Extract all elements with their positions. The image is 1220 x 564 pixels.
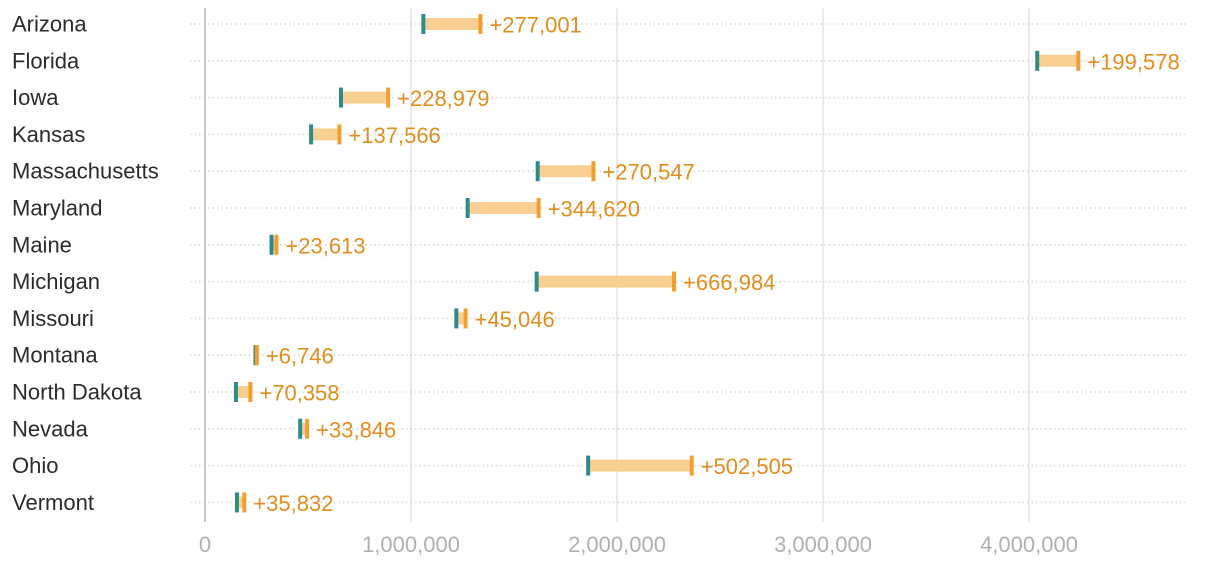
end-marker xyxy=(337,124,342,145)
end-marker xyxy=(591,161,596,182)
end-marker xyxy=(305,418,310,439)
end-marker xyxy=(1076,50,1081,71)
category-label: Kansas xyxy=(12,122,85,147)
category-label: Montana xyxy=(12,343,98,368)
change-bar xyxy=(340,91,389,104)
x-tick-label: 4,000,000 xyxy=(980,532,1078,557)
change-bar xyxy=(537,165,594,178)
row-nevada: Nevada +33,846 xyxy=(12,416,1186,442)
delta-label: +270,547 xyxy=(602,160,694,185)
row-massachusetts: Massachusetts +270,547 xyxy=(12,159,1186,185)
category-label: Nevada xyxy=(12,416,89,441)
delta-label: +33,846 xyxy=(316,417,396,442)
row-arizona: Arizona +277,001 xyxy=(12,12,1186,38)
row-kansas: Kansas +137,566 xyxy=(12,122,1186,148)
category-label: Vermont xyxy=(12,490,94,515)
change-bar xyxy=(588,459,692,472)
delta-label: +666,984 xyxy=(683,270,775,295)
start-marker xyxy=(535,161,540,182)
category-label: Michigan xyxy=(12,269,100,294)
start-marker xyxy=(1035,50,1040,71)
row-north-dakota: North Dakota +70,358 xyxy=(12,380,1186,406)
change-bar xyxy=(236,496,245,509)
row-maryland: Maryland +344,620 xyxy=(12,196,1186,222)
delta-label: +228,979 xyxy=(397,86,489,111)
delta-label: +137,566 xyxy=(348,123,440,148)
delta-label: +45,046 xyxy=(475,307,555,332)
end-marker xyxy=(274,234,279,255)
row-missouri: Missouri +45,046 xyxy=(12,306,1186,332)
change-bar xyxy=(1037,54,1079,67)
end-marker xyxy=(386,87,391,108)
row-iowa: Iowa +228,979 xyxy=(12,85,1186,111)
category-label: Arizona xyxy=(12,12,87,37)
x-tick-label: 1,000,000 xyxy=(362,532,460,557)
category-label: Missouri xyxy=(12,306,94,331)
delta-label: +344,620 xyxy=(548,197,640,222)
x-axis: 0 1,000,000 2,000,000 3,000,000 4,000,000 xyxy=(199,532,1078,557)
row-maine: Maine +23,613 xyxy=(12,232,1186,258)
change-bar xyxy=(235,386,251,398)
row-florida: Florida +199,578 xyxy=(12,48,1186,74)
delta-label: +6,746 xyxy=(266,344,334,369)
delta-label: +502,505 xyxy=(701,454,793,479)
category-label: North Dakota xyxy=(12,380,142,405)
category-label: Ohio xyxy=(12,453,58,478)
change-bar xyxy=(271,238,277,251)
x-tick-label: 0 xyxy=(199,532,211,557)
change-bar xyxy=(536,275,675,288)
start-marker xyxy=(298,418,303,439)
row-michigan: Michigan +666,984 xyxy=(12,269,1186,295)
delta-label: +199,578 xyxy=(1087,49,1179,74)
delta-label: +35,832 xyxy=(253,491,333,516)
end-marker xyxy=(672,271,677,292)
end-marker xyxy=(689,455,694,476)
end-marker xyxy=(478,14,483,34)
row-montana: Montana +6,746 xyxy=(12,343,1186,369)
end-marker xyxy=(536,198,541,218)
change-bar xyxy=(456,312,466,325)
category-label: Massachusetts xyxy=(12,159,159,184)
change-bar xyxy=(423,18,481,30)
start-marker xyxy=(454,308,459,329)
x-tick-label: 2,000,000 xyxy=(568,532,666,557)
grid-layer xyxy=(204,8,1030,522)
category-label: Iowa xyxy=(12,85,59,110)
delta-label: +70,358 xyxy=(259,381,339,406)
change-bar xyxy=(467,202,539,214)
start-marker xyxy=(465,198,470,218)
start-marker xyxy=(421,14,426,34)
start-marker xyxy=(269,234,274,255)
change-bar xyxy=(300,422,308,435)
end-marker xyxy=(254,345,259,366)
rows-layer: Arizona +277,001 Florida +199,578 Iowa +228,9… xyxy=(12,12,1186,516)
start-marker xyxy=(534,271,539,292)
category-label: Maryland xyxy=(12,196,102,221)
end-marker xyxy=(463,308,468,329)
row-vermont: Vermont +35,832 xyxy=(12,490,1186,516)
end-marker xyxy=(242,492,247,513)
start-marker xyxy=(586,455,591,476)
x-tick-label: 3,000,000 xyxy=(774,532,872,557)
category-label: Maine xyxy=(12,232,72,257)
delta-label: +23,613 xyxy=(285,233,365,258)
start-marker xyxy=(233,382,238,402)
end-marker xyxy=(248,382,253,402)
row-ohio: Ohio +502,505 xyxy=(12,453,1186,479)
change-bar xyxy=(311,128,340,141)
delta-label: +277,001 xyxy=(489,13,581,38)
category-label: Florida xyxy=(12,48,80,73)
start-marker xyxy=(309,124,314,145)
start-marker xyxy=(234,492,239,513)
start-marker xyxy=(338,87,343,108)
